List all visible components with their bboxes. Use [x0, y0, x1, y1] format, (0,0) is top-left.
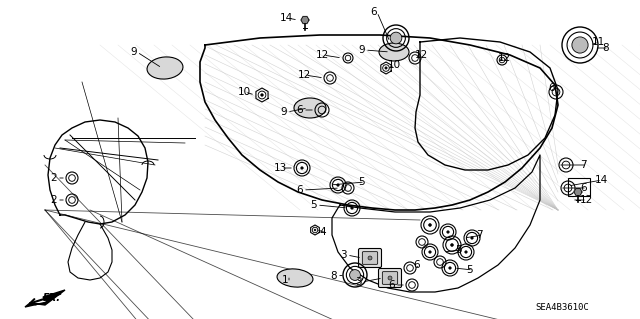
Circle shape — [388, 276, 392, 280]
Polygon shape — [574, 189, 582, 196]
Ellipse shape — [277, 269, 313, 287]
Text: 11: 11 — [592, 37, 605, 47]
Circle shape — [429, 251, 431, 253]
Text: 10: 10 — [388, 60, 401, 70]
Bar — [568, 178, 590, 196]
Circle shape — [572, 37, 588, 53]
Circle shape — [471, 237, 473, 239]
Text: 2: 2 — [50, 173, 56, 183]
Text: 6: 6 — [296, 105, 303, 115]
Text: 6: 6 — [548, 83, 555, 93]
Text: SEA4B3610C: SEA4B3610C — [535, 303, 589, 313]
Text: 12: 12 — [415, 50, 428, 60]
Circle shape — [447, 231, 449, 233]
Text: 6: 6 — [388, 280, 395, 290]
FancyBboxPatch shape — [378, 269, 401, 287]
Circle shape — [314, 229, 316, 231]
Text: 12: 12 — [298, 70, 311, 80]
Text: 8: 8 — [330, 271, 337, 281]
Ellipse shape — [294, 98, 326, 118]
Text: 7: 7 — [476, 230, 483, 240]
Text: 5: 5 — [358, 177, 365, 187]
Text: 2: 2 — [50, 195, 56, 205]
Ellipse shape — [147, 57, 183, 79]
Text: 12: 12 — [580, 195, 593, 205]
Text: 9: 9 — [358, 45, 365, 55]
Polygon shape — [25, 290, 65, 307]
Circle shape — [451, 244, 453, 246]
Text: 5: 5 — [455, 245, 461, 255]
Polygon shape — [301, 17, 309, 24]
Text: 5: 5 — [310, 200, 317, 210]
Circle shape — [449, 267, 451, 269]
Circle shape — [429, 224, 431, 226]
Text: 6: 6 — [580, 183, 587, 193]
Text: FR.: FR. — [43, 293, 61, 303]
Circle shape — [465, 251, 467, 253]
Text: 1: 1 — [282, 275, 289, 285]
Text: 9: 9 — [280, 107, 287, 117]
Text: 4: 4 — [319, 227, 326, 237]
Circle shape — [260, 93, 264, 96]
Text: 10: 10 — [238, 87, 251, 97]
FancyBboxPatch shape — [382, 272, 397, 284]
Circle shape — [368, 256, 372, 260]
Text: 6: 6 — [296, 185, 303, 195]
Circle shape — [349, 270, 360, 280]
FancyBboxPatch shape — [358, 249, 381, 268]
Text: 12: 12 — [316, 50, 329, 60]
Text: 14: 14 — [595, 175, 608, 185]
Text: 14: 14 — [280, 13, 293, 23]
Text: 3: 3 — [340, 250, 347, 260]
FancyBboxPatch shape — [362, 252, 378, 264]
Text: 7: 7 — [580, 160, 587, 170]
Circle shape — [385, 67, 387, 69]
Text: 3: 3 — [355, 277, 362, 287]
Circle shape — [337, 184, 339, 186]
Text: 8: 8 — [602, 43, 609, 53]
Text: 12: 12 — [498, 53, 511, 63]
Circle shape — [390, 32, 402, 44]
Text: 13: 13 — [274, 163, 287, 173]
Ellipse shape — [379, 43, 409, 61]
Text: 9: 9 — [130, 47, 136, 57]
Text: 5: 5 — [466, 265, 472, 275]
Text: 6: 6 — [370, 7, 376, 17]
Circle shape — [351, 207, 353, 209]
Circle shape — [301, 167, 303, 169]
Text: 6: 6 — [413, 260, 420, 270]
